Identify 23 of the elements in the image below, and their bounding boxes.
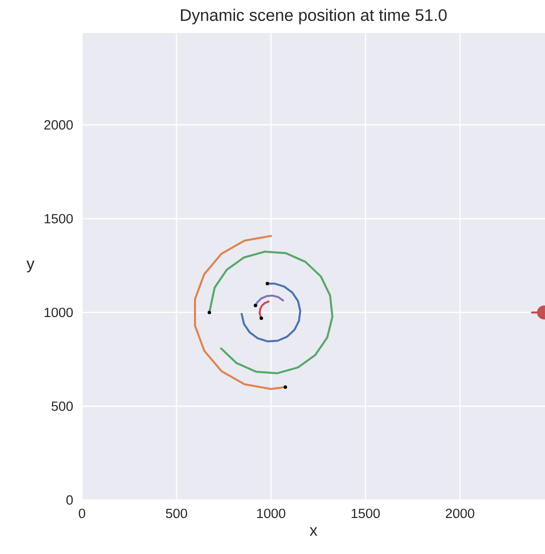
point (266, 282, 270, 286)
x-tick-label: 0 (78, 508, 86, 518)
y-tick-label: 0 (66, 495, 73, 505)
chart-title: Dynamic scene position at time 51.0 (180, 8, 447, 24)
x-axis-title: x (310, 527, 318, 536)
x-tick-label: 2000 (446, 508, 474, 518)
y-tick-label: 2000 (44, 120, 73, 130)
x-tick-label: 500 (166, 508, 188, 518)
y-tick-label: 1000 (44, 308, 73, 318)
line-series (258, 300, 270, 320)
y-tick-label: 1500 (44, 214, 73, 224)
y-axis-title: y (26, 260, 34, 272)
line-series (208, 250, 334, 374)
point (260, 316, 264, 320)
line-series (254, 294, 284, 307)
x-tick-label: 1000 (257, 508, 286, 518)
line-series (240, 282, 302, 342)
point (284, 385, 288, 389)
y-tick-label: 500 (52, 402, 73, 411)
x-tick-label: 1500 (352, 508, 380, 518)
line-series (194, 234, 286, 390)
point (254, 304, 258, 308)
point (208, 310, 212, 314)
